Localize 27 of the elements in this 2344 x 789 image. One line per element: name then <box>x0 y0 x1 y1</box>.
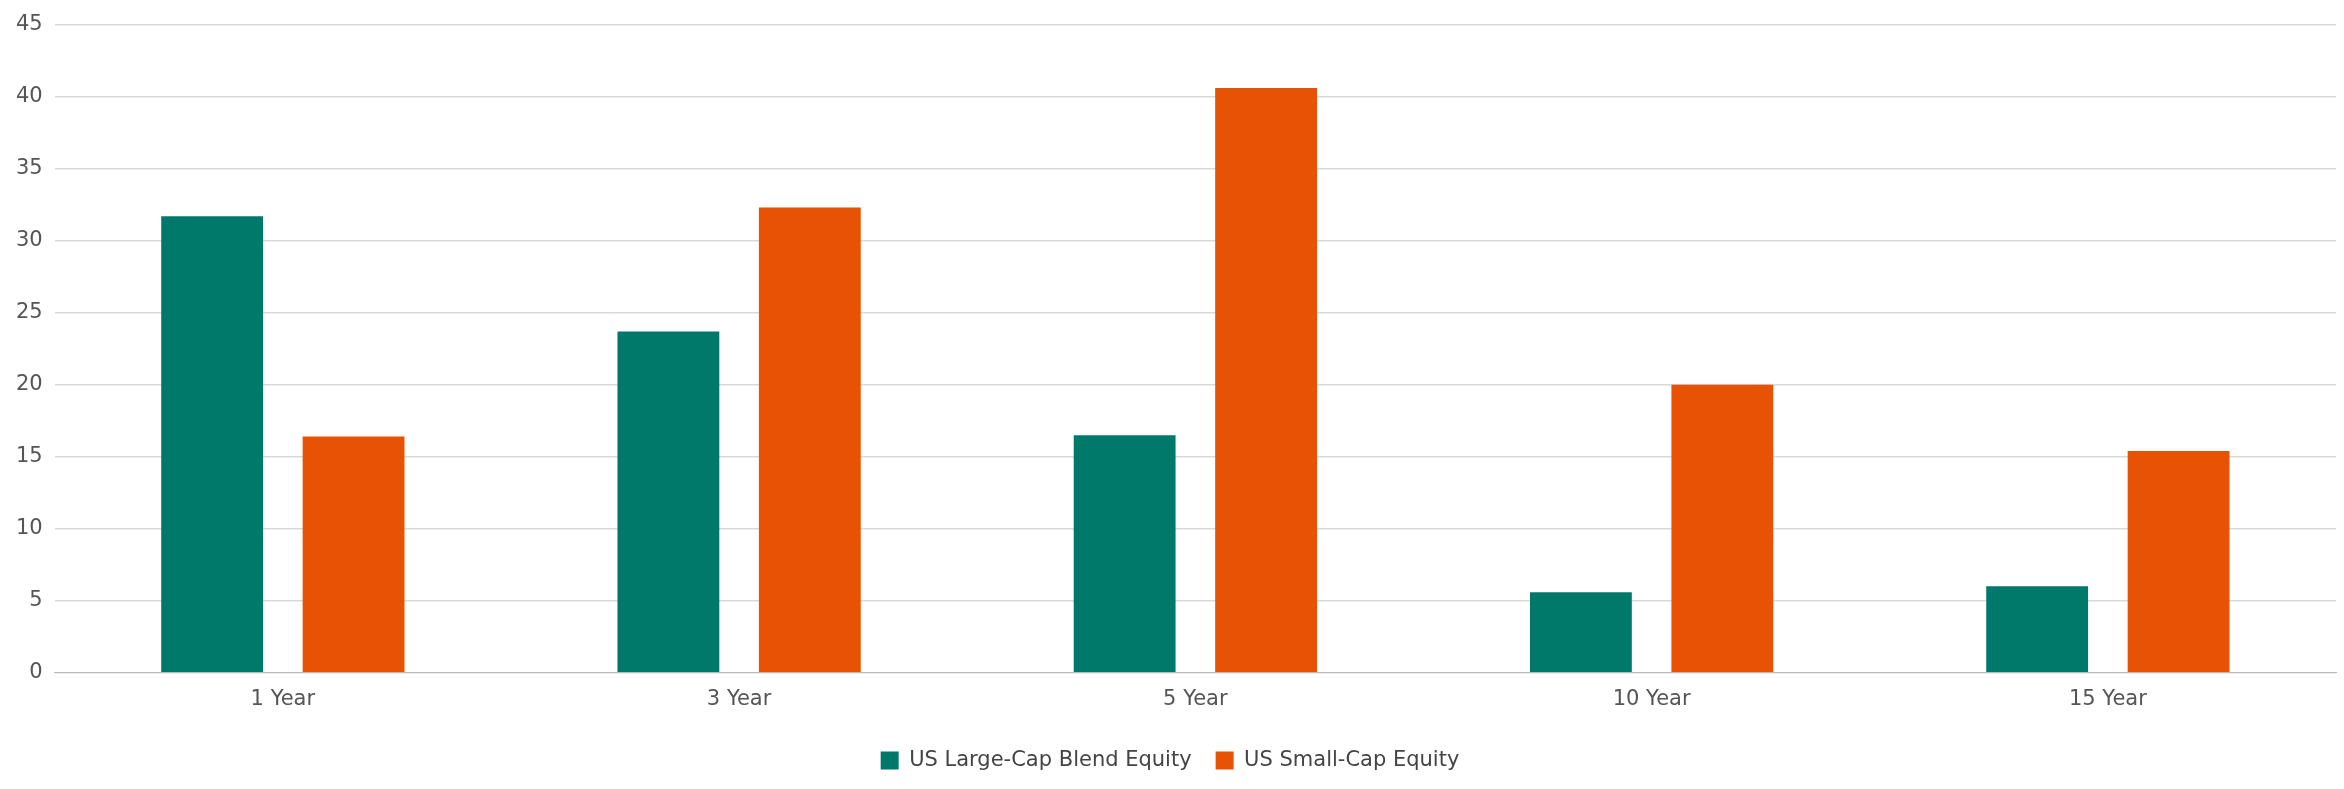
bar <box>1986 586 2089 673</box>
bar <box>758 207 861 673</box>
y-tick-label: 35 <box>15 155 43 180</box>
x-tick-label: 5 Year <box>1163 685 1228 710</box>
bar <box>1215 87 1317 673</box>
y-tick-label: 0 <box>29 659 43 684</box>
y-tick-label: 10 <box>15 515 43 540</box>
bar <box>1073 435 1176 673</box>
x-tick-label: 3 Year <box>706 685 772 710</box>
bar <box>302 436 405 673</box>
y-tick-label: 5 <box>29 587 43 612</box>
bar <box>1671 384 1774 673</box>
y-tick-label: 25 <box>15 299 43 324</box>
y-tick-label: 45 <box>15 11 43 36</box>
x-tick-label: 1 Year <box>250 685 316 710</box>
legend-label: US Small-Cap Equity <box>1244 746 1460 771</box>
bar <box>617 331 720 673</box>
x-tick-label: 10 Year <box>1612 685 1691 710</box>
y-tick-label: 40 <box>15 83 43 108</box>
bar <box>2127 450 2230 673</box>
y-tick-label: 30 <box>15 227 43 252</box>
y-tick-label: 15 <box>15 443 43 468</box>
bar <box>161 216 264 673</box>
legend-label: US Large-Cap Blend Equity <box>909 746 1192 771</box>
y-tick-label: 20 <box>15 371 43 396</box>
x-tick-label: 15 Year <box>2068 685 2148 710</box>
bar <box>1529 592 1632 673</box>
